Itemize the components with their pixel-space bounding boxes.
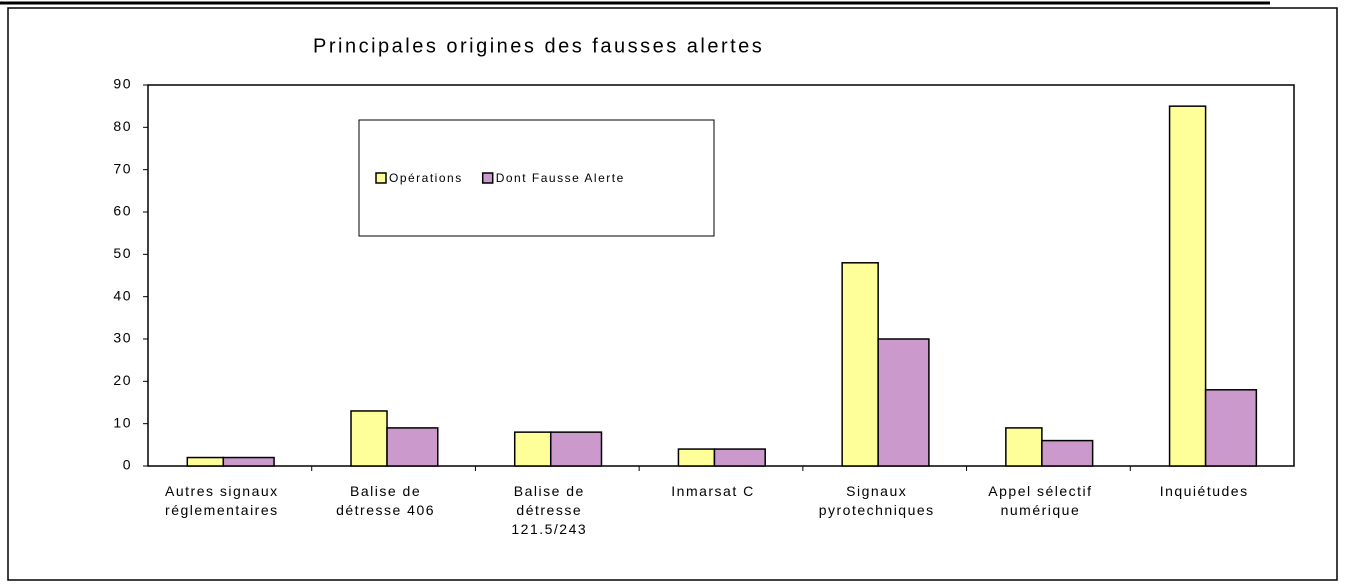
- bar: [222, 456, 275, 467]
- y-tick-label: 80: [113, 118, 132, 134]
- y-tick-label: 60: [113, 203, 132, 219]
- bar: [1204, 389, 1258, 467]
- y-tick-label: 20: [113, 372, 132, 388]
- x-tick-label: Balise de détresse 406: [336, 483, 436, 518]
- bar: [1005, 427, 1043, 467]
- y-tick-label: 90: [113, 76, 132, 92]
- x-tick-label: Inmarsat C: [671, 483, 755, 499]
- legend-label: Opérations: [389, 171, 463, 185]
- x-tick-label: Appel sélectif numérique: [988, 483, 1093, 518]
- bar: [549, 431, 603, 467]
- bar: [677, 448, 716, 467]
- x-tick-label: Signaux pyrotechniques: [818, 483, 935, 518]
- bar: [386, 427, 439, 467]
- bar: [513, 431, 552, 467]
- y-tick-label: 30: [113, 330, 132, 346]
- legend-label: Dont Fausse Alerte: [496, 171, 625, 185]
- y-tick-label: 40: [113, 287, 132, 303]
- bar: [350, 410, 388, 467]
- x-tick-label: Balise de détresse 121.5/243: [511, 483, 588, 537]
- bar: [186, 456, 225, 467]
- bar: [1168, 105, 1207, 467]
- y-tick-label: 10: [113, 414, 132, 430]
- plot-area: [147, 84, 1295, 467]
- y-tick-label: 70: [113, 160, 132, 176]
- bar: [877, 338, 930, 467]
- legend-swatch: [375, 172, 387, 184]
- legend-box: [358, 119, 715, 237]
- bar: [1041, 439, 1094, 467]
- y-tick-label: 0: [123, 457, 132, 473]
- chart-border: [7, 7, 1338, 581]
- chart-title: Principales origines des fausses alertes: [313, 35, 764, 57]
- x-tick-label: Inquiétudes: [1159, 483, 1249, 499]
- y-tick-label: 50: [113, 245, 132, 261]
- legend-swatch: [481, 172, 494, 184]
- bar: [841, 262, 879, 467]
- bar: [713, 448, 766, 467]
- x-tick-label: Autres signaux réglementaires: [165, 483, 279, 518]
